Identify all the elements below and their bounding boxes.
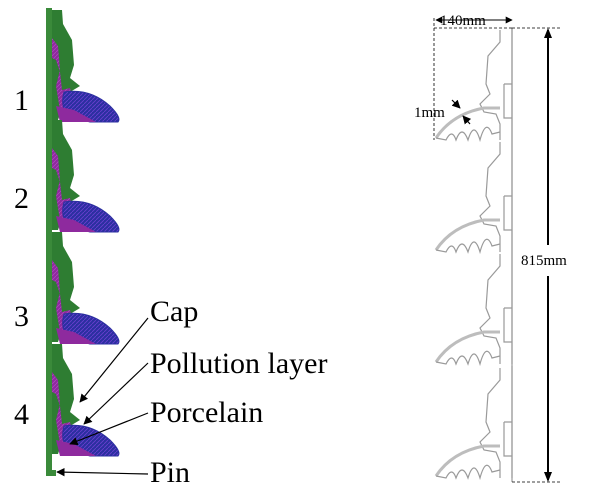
callout-pin: Pin (150, 456, 190, 486)
outline-shed-ribs (435, 350, 501, 367)
height-dimension (512, 27, 560, 483)
unit-number-3: 3 (14, 300, 29, 333)
porcelain-base (56, 440, 96, 456)
width-dimension-label: 140mm (440, 13, 486, 29)
outline-unit-1 (434, 28, 513, 143)
porcelain-base (56, 216, 96, 232)
height-dimension-label: 815mm (521, 253, 567, 269)
outline-unit-3 (434, 252, 513, 367)
porcelain-base (56, 328, 96, 344)
outline-shed-top (434, 106, 500, 139)
thickness-dimension (451, 99, 472, 125)
callout-pollution-layer: Pollution layer (150, 347, 327, 380)
pollution-leader (83, 362, 149, 425)
unit-number-1: 1 (14, 84, 29, 117)
outline-shed-top (434, 330, 500, 363)
pin-rod (46, 8, 52, 476)
width-dimension (433, 16, 513, 140)
fe-unit-2 (52, 120, 120, 233)
unit-number-2: 2 (14, 182, 29, 215)
outline-pin (503, 307, 512, 343)
pin-foot (46, 470, 56, 476)
porcelain-leader (69, 412, 149, 446)
fe-model-string (46, 8, 120, 476)
outline-unit-2 (434, 140, 513, 255)
cap-leader (79, 317, 149, 403)
outline-model-string (434, 28, 513, 482)
callout-lines (56, 317, 149, 477)
fe-unit-4 (52, 344, 120, 457)
outline-shed-ribs (435, 126, 501, 143)
thickness-dimension-label: 1mm (414, 105, 445, 121)
outline-shed-top (434, 218, 500, 251)
outline-pin (503, 421, 512, 457)
outline-pin (503, 83, 512, 119)
fe-unit-3 (52, 232, 120, 345)
fe-unit-1 (52, 10, 120, 123)
pin-leader (56, 467, 149, 477)
outline-shed-top (434, 444, 500, 477)
callout-porcelain: Porcelain (150, 396, 263, 429)
callout-cap: Cap (150, 295, 198, 328)
outline-shed-ribs (435, 464, 501, 481)
outline-shed-ribs (435, 238, 501, 255)
outline-unit-4 (434, 366, 513, 481)
outline-pin (503, 195, 512, 231)
porcelain-base (56, 106, 96, 122)
unit-number-4: 4 (14, 398, 29, 431)
